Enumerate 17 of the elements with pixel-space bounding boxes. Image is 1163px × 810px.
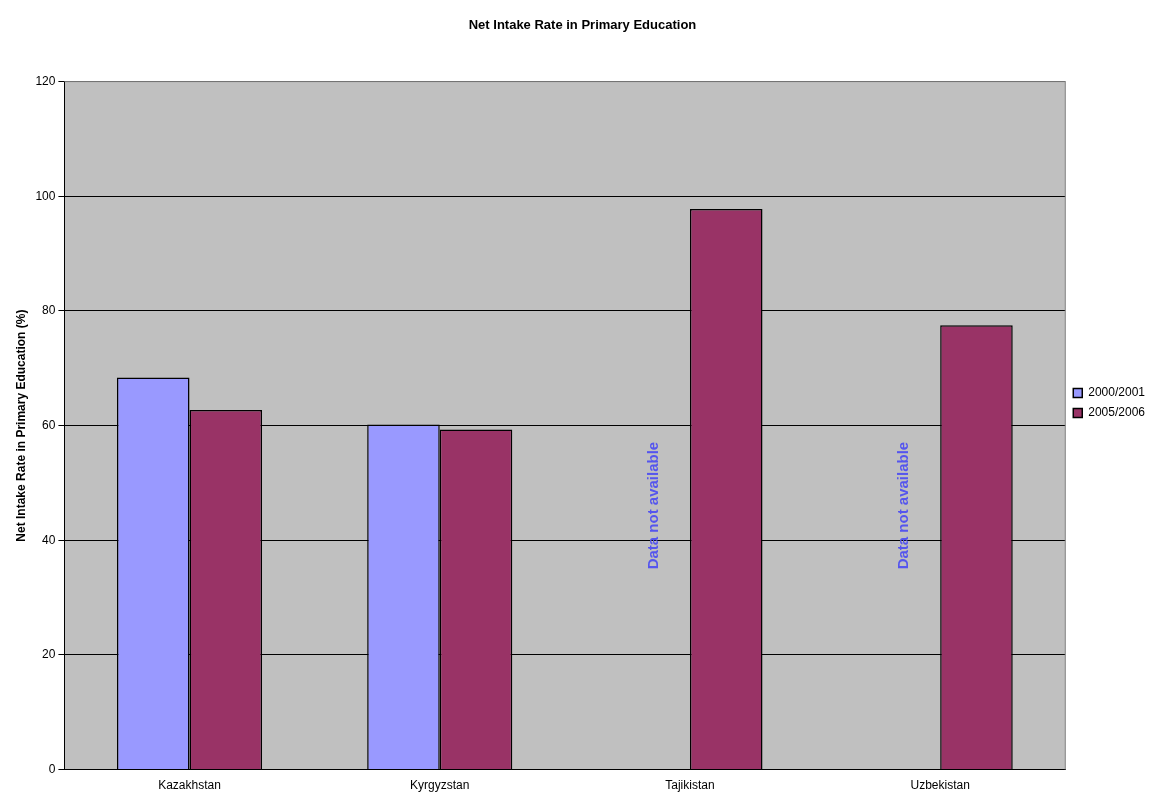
chart-title: Net Intake Rate in Primary Education — [468, 17, 697, 33]
y-tick-label: 20 — [42, 647, 56, 662]
y-tick-label: 120 — [35, 73, 56, 88]
y-tick-label: 40 — [42, 532, 56, 547]
x-tick-label: Uzbekistan — [910, 778, 970, 793]
y-tick-label: 80 — [42, 303, 56, 318]
annotation: Data not available — [643, 441, 661, 570]
y-tick-label: 0 — [48, 761, 56, 776]
y-axis-title: Net Intake Rate in Primary Education (%) — [13, 309, 28, 542]
legend-label: 2005/2006 — [1088, 405, 1146, 420]
y-tick-label: 100 — [35, 188, 56, 203]
x-tick-label: Kyrgyzstan — [410, 778, 470, 793]
x-tick-label: Kazakhstan — [158, 778, 221, 793]
legend-label: 2000/2001 — [1088, 385, 1146, 400]
annotation: Data not available — [894, 441, 912, 570]
x-tick-label: Tajikistan — [665, 778, 715, 793]
y-tick-label: 60 — [42, 417, 56, 432]
